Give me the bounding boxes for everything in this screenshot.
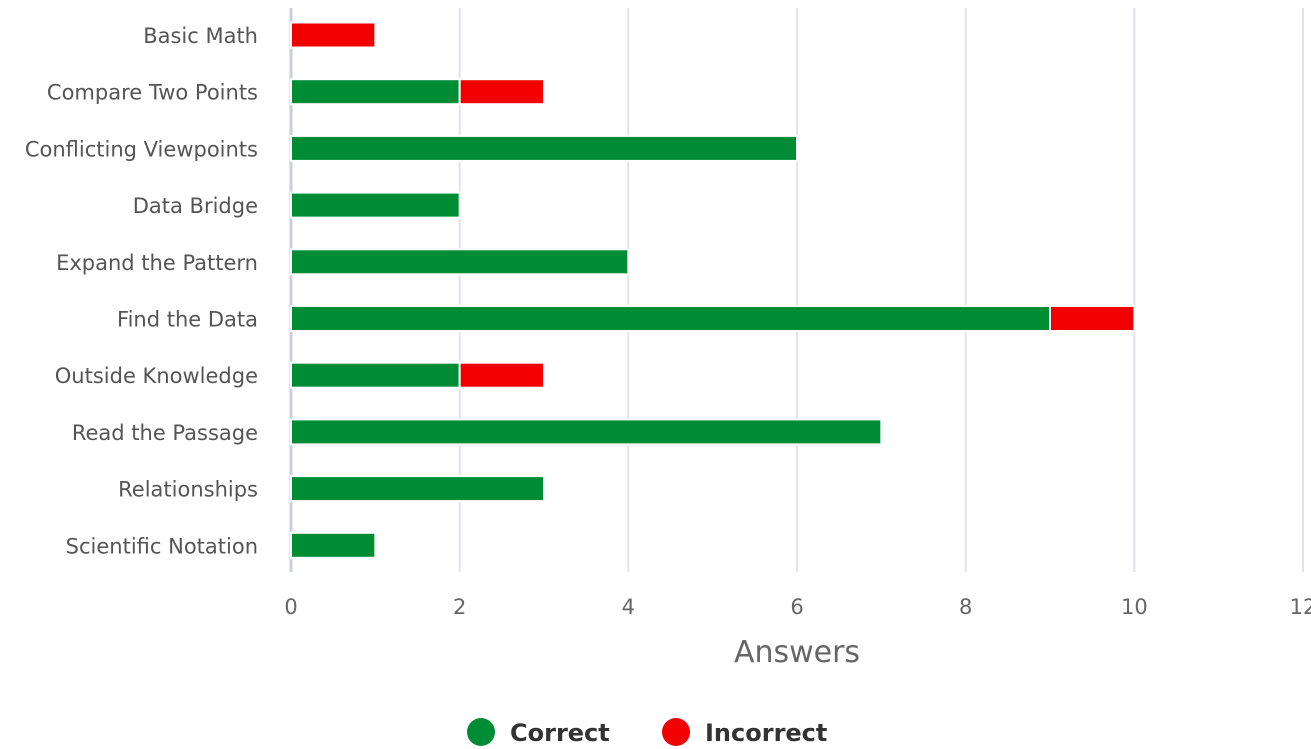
category-label: Compare Two Points [47, 81, 258, 105]
x-tick-label: 10 [1121, 595, 1148, 619]
x-tick-label: 2 [453, 595, 466, 619]
x-tick-labels: 0 2 4 6 8 10 12 [284, 595, 1311, 619]
bar-incorrect[interactable] [458, 78, 545, 106]
category-label: Relationships [118, 478, 258, 502]
category-label: Read the Passage [72, 421, 258, 445]
bars [290, 21, 1136, 559]
x-tick-label: 0 [284, 595, 297, 619]
legend-label-correct: Correct [510, 719, 610, 747]
category-label: Data Bridge [133, 194, 258, 218]
category-labels: Basic Math Compare Two Points Conflicting … [25, 24, 258, 558]
category-label: Outside Knowledge [55, 364, 258, 388]
bar-incorrect[interactable] [290, 21, 377, 49]
bar-correct[interactable] [290, 418, 883, 446]
category-label: Find the Data [117, 308, 258, 332]
category-label: Conflicting Viewpoints [25, 137, 258, 161]
bar-correct[interactable] [290, 475, 545, 503]
bar-correct[interactable] [290, 248, 630, 276]
x-tick-label: 6 [790, 595, 803, 619]
bar-incorrect[interactable] [1049, 305, 1136, 332]
bar-correct[interactable] [290, 191, 461, 219]
bar-correct[interactable] [290, 134, 798, 162]
bar-correct[interactable] [290, 531, 377, 559]
x-tick-label: 4 [622, 595, 635, 619]
category-label: Scientific Notation [66, 534, 258, 558]
legend: Correct Incorrect [467, 718, 827, 747]
bar-incorrect[interactable] [458, 361, 545, 389]
bar-correct[interactable] [290, 78, 461, 106]
x-tick-label: 12 [1290, 595, 1311, 619]
x-axis-title: Answers [734, 635, 860, 670]
bar-correct[interactable] [290, 305, 1051, 332]
x-tick-label: 8 [959, 595, 972, 619]
category-label: Expand the Pattern [56, 251, 258, 275]
legend-marker-incorrect [662, 718, 690, 746]
bar-correct[interactable] [290, 361, 461, 389]
legend-label-incorrect: Incorrect [705, 719, 827, 747]
category-label: Basic Math [143, 24, 258, 48]
legend-marker-correct [467, 718, 495, 746]
